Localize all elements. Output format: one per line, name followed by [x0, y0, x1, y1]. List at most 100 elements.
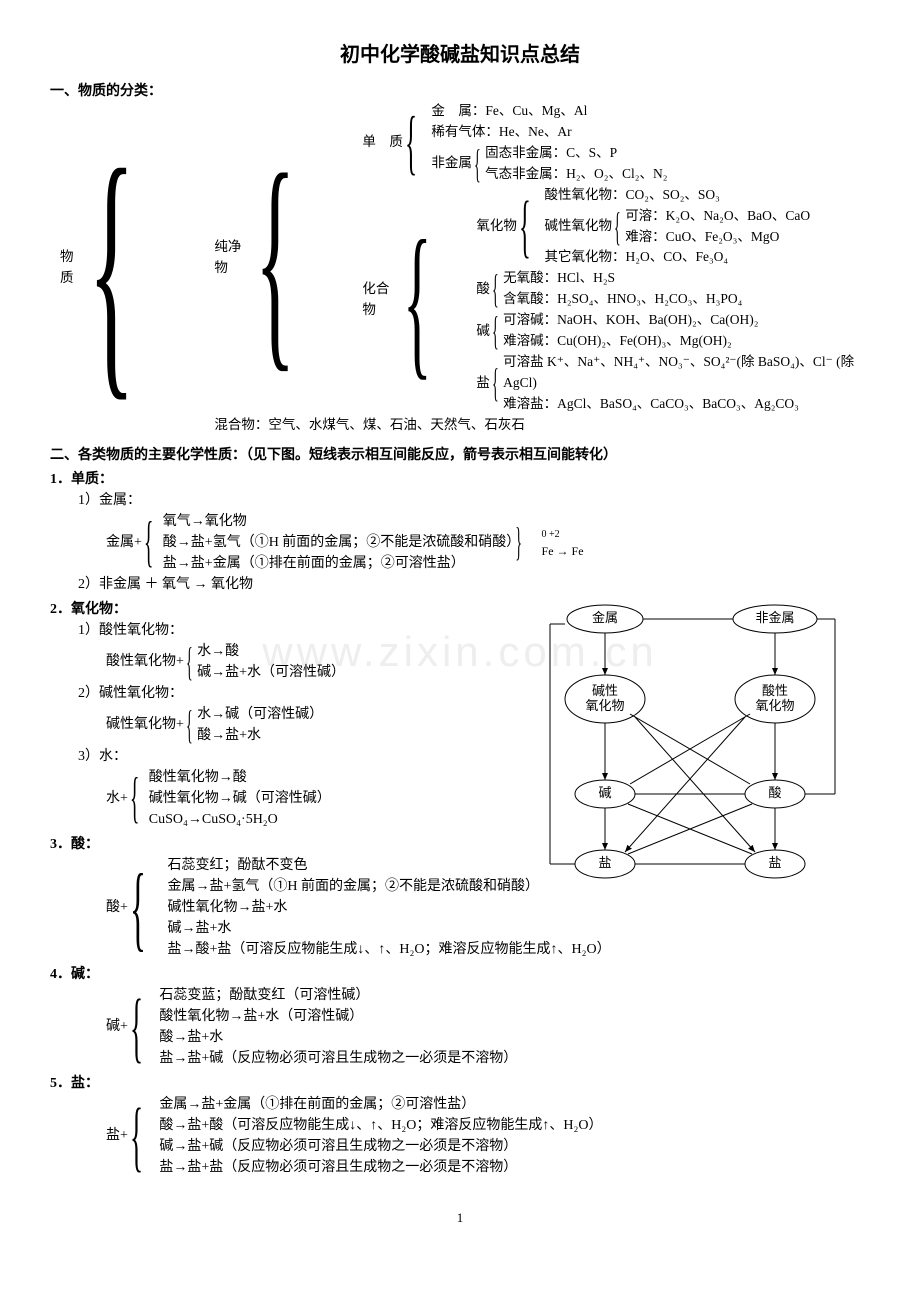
tree-element: 单 质: [362, 132, 405, 153]
brace-icon: {: [405, 114, 417, 172]
fe-charges: 0 +2: [542, 529, 560, 540]
brace-icon: {: [492, 273, 499, 305]
tree-leaf: 酸性氧化物：CO₂、SO₂、SO₃: [544, 185, 810, 206]
brace-icon: {: [88, 156, 135, 380]
tree-base: 碱: [476, 321, 492, 342]
list-item: 盐→盐+金属（①排在前面的金属；②可溶性盐）: [163, 553, 521, 574]
tree-leaf: 稀有气体：He、Ne、Ar: [431, 122, 667, 143]
list-item: 酸→盐+水: [159, 1027, 517, 1048]
list-item: 盐→盐+盐（反应物必须可溶且生成物之一必须是不溶物）: [159, 1157, 602, 1178]
sub-4: 4．碱：: [50, 964, 870, 985]
salt-plus: 盐+: [106, 1125, 130, 1146]
classification-tree: 物质 { 纯净物 { 单 质 { 金 属：Fe、Cu、Mg、Al 稀有气体：He…: [60, 101, 870, 436]
tree-salt: 盐: [476, 373, 492, 394]
tree-leaf: 可溶碱：NaOH、KOH、Ba(OH)₂、Ca(OH)₂: [503, 310, 758, 331]
brace-icon: {: [130, 776, 139, 821]
tree-oxide: 氧化物: [476, 216, 519, 237]
basic-oxide-plus: 碱性氧化物+: [106, 714, 186, 735]
brace-icon: {: [519, 199, 531, 255]
list-item: 碱→盐+碱（反应物必须可溶且生成物之一必须是不溶物）: [159, 1136, 602, 1157]
tree-leaf: 其它氧化物：H₂O、CO、Fe₃O₄: [544, 247, 810, 268]
node-acid: 酸: [768, 785, 781, 800]
list-item: 酸性氧化物→酸: [149, 767, 331, 788]
list-item: CuSO₄→CuSO₄·5H₂O: [149, 809, 331, 830]
sub-1-1: 1）金属：: [78, 490, 870, 511]
list-item: 酸→盐+酸（可溶反应物能生成↓、↑、H₂O；难溶反应物能生成↑、H₂O）: [159, 1115, 602, 1136]
tree-leaf: 无氧酸：HCl、H₂S: [503, 268, 742, 289]
brace-icon: {: [474, 148, 481, 180]
tree-compound: 化合物: [362, 279, 402, 321]
tree-leaf: 可溶盐 K⁺、Na⁺、NH₄⁺、NO₃⁻、SO₄²⁻(除 BaSO₄)、Cl⁻ …: [503, 352, 870, 394]
tree-leaf: 气态非金属：H₂、O₂、Cl₂、N₂: [485, 164, 667, 185]
tree-root: 物质: [60, 247, 88, 289]
page-number: 1: [50, 1208, 870, 1228]
fe-arrow: Fe → Fe: [542, 544, 584, 558]
node-nonmetal: 非金属: [755, 610, 794, 625]
node-basic-ox-2: 氧化物: [585, 698, 624, 713]
list-item: 碱性氧化物→盐+水: [168, 897, 611, 918]
list-item: 氧气→氧化物: [163, 511, 521, 532]
list-item: 金属→盐+金属（①排在前面的金属；②可溶性盐）: [159, 1094, 602, 1115]
node-metal: 金属: [592, 610, 618, 625]
tree-leaf: 固态非金属：C、S、P: [485, 143, 667, 164]
sub-2-3: 3）水：: [78, 746, 520, 767]
sub-2: 2．氧化物：: [50, 599, 520, 620]
list-item: 水→碱（可溶性碱）: [197, 704, 323, 725]
list-item: 碱性氧化物→碱（可溶性碱）: [149, 788, 331, 809]
brace-icon: {: [186, 646, 193, 678]
tree-leaf: 难溶碱：Cu(OH)₂、Fe(OH)₃、Mg(OH)₂: [503, 331, 758, 352]
sub-5: 5．盐：: [50, 1073, 870, 1094]
node-basic-ox-1: 碱性: [592, 683, 618, 698]
brace-icon: {: [130, 869, 146, 945]
node-acidic-ox-1: 酸性: [762, 683, 788, 698]
sub-2-1: 1）酸性氧化物：: [78, 620, 520, 641]
section-2-head: 二、各类物质的主要化学性质：（见下图。短线表示相互间能反应，箭号表示相互间能转化…: [50, 444, 870, 465]
tree-leaf: 难溶盐：AgCl、BaSO₄、CaCO₃、BaCO₃、Ag₂CO₃: [503, 394, 870, 415]
list-item: 酸→盐+水: [197, 725, 323, 746]
node-acidic-ox-2: 氧化物: [755, 698, 794, 713]
list-item: 酸→盐+氢气（①H 前面的金属；②不能是浓硫酸和硝酸）: [163, 532, 521, 553]
brace-icon: {: [130, 1105, 143, 1167]
brace-icon: {: [130, 996, 143, 1058]
brace-icon: {: [144, 520, 153, 565]
tree-nonmetal: 非金属: [431, 153, 474, 174]
list-item: 碱→盐+水（可溶性碱）: [197, 662, 345, 683]
node-base: 碱: [598, 785, 611, 800]
tree-basic-oxide: 碱性氧化物: [544, 216, 614, 237]
tree-pure: 纯净物: [214, 237, 255, 279]
sub-1: 1．单质：: [50, 469, 870, 490]
list-item: 碱→盐+水: [168, 918, 611, 939]
diagram-svg: 金属 非金属 碱性 氧化物 酸性 氧化物 碱 酸 盐 盐: [535, 599, 855, 889]
node-salt1: 盐: [598, 855, 611, 870]
tree-leaf: 可溶：K₂O、Na₂O、BaO、CaO: [625, 206, 810, 227]
list-item: 酸性氧化物→盐+水（可溶性碱）: [159, 1006, 517, 1027]
tree-leaf: 难溶：CuO、Fe₂O₃、MgO: [625, 227, 810, 248]
water-plus: 水+: [106, 788, 130, 809]
metal-plus: 金属+: [106, 532, 144, 553]
list-item: 石蕊变蓝；酚酞变红（可溶性碱）: [159, 985, 517, 1006]
list-item: 水→酸: [197, 641, 345, 662]
relation-diagram: 金属 非金属 碱性 氧化物 酸性 氧化物 碱 酸 盐 盐: [535, 599, 855, 896]
tree-leaf: 含氧酸：H₂SO₄、HNO₃、H₂CO₃、H₃PO₄: [503, 289, 742, 310]
acidic-oxide-plus: 酸性氧化物+: [106, 651, 186, 672]
sub-1-2: 2）非金属 ＋ 氧气 → 氧化物: [78, 574, 870, 595]
brace-icon: {: [492, 367, 499, 399]
base-plus: 碱+: [106, 1016, 130, 1037]
brace-icon: {: [516, 526, 523, 558]
fe-note: 0 +2 Fe → Fe: [542, 524, 584, 560]
brace-icon: {: [255, 162, 295, 354]
tree-mixture: 混合物：空气、水煤气、煤、石油、天然气、石灰石: [214, 415, 870, 436]
node-salt2: 盐: [768, 855, 781, 870]
brace-icon: {: [403, 232, 432, 368]
page-title: 初中化学酸碱盐知识点总结: [50, 40, 870, 70]
list-item: 盐→盐+碱（反应物必须可溶且生成物之一必须是不溶物）: [159, 1048, 517, 1069]
acid-plus: 酸+: [106, 897, 130, 918]
brace-icon: {: [492, 315, 499, 347]
tree-acid: 酸: [476, 279, 492, 300]
list-item: 盐→酸+盐（可溶反应物能生成↓、↑、H₂O；难溶反应物能生成↑、H₂O）: [168, 939, 611, 960]
sub-2-2: 2）碱性氧化物：: [78, 683, 520, 704]
brace-icon: {: [614, 211, 621, 243]
brace-icon: {: [186, 709, 193, 741]
section-1-head: 一、物质的分类：: [50, 80, 870, 101]
tree-leaf: 金 属：Fe、Cu、Mg、Al: [431, 101, 667, 122]
